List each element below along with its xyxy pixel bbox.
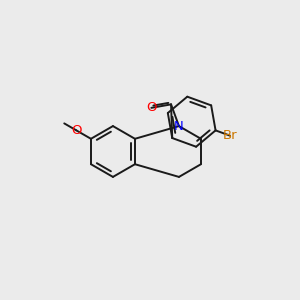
Text: O: O [146, 101, 157, 114]
Text: Br: Br [223, 129, 237, 142]
Text: O: O [71, 124, 82, 137]
Text: N: N [174, 120, 184, 133]
